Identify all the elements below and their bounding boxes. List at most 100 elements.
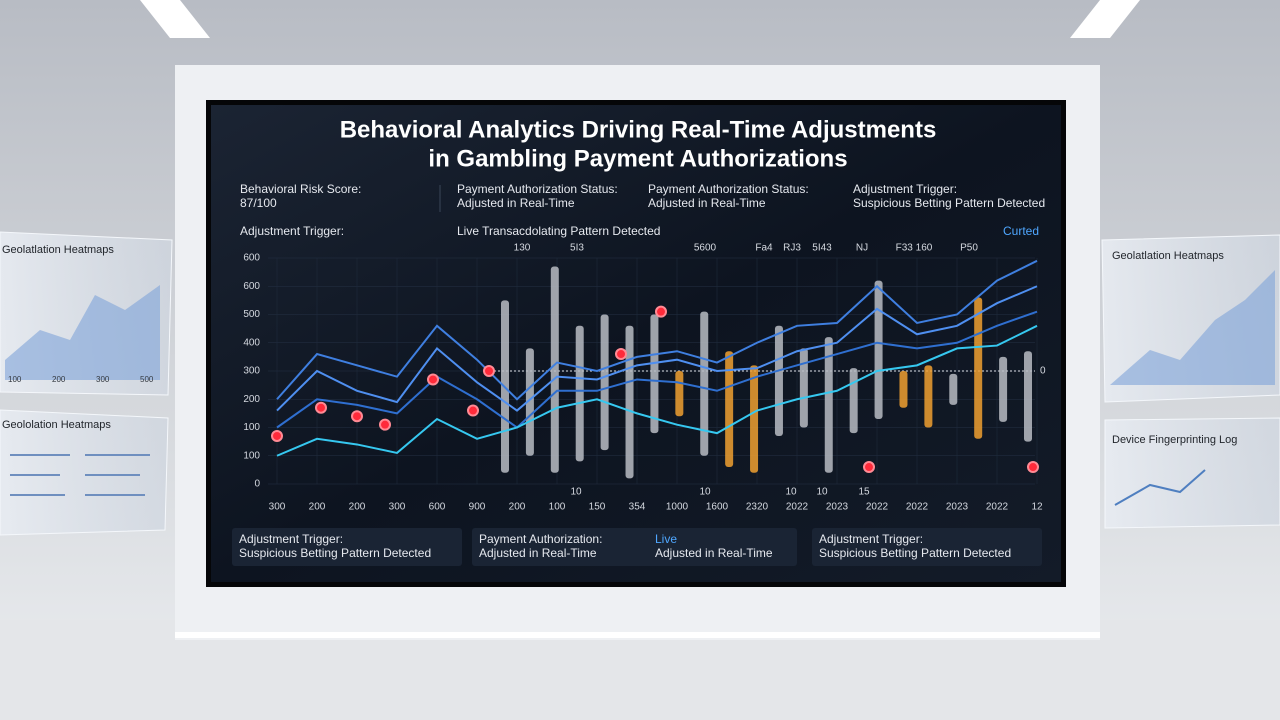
subheader: Curted [1003, 224, 1039, 238]
y-tick-label: 100 [243, 450, 260, 461]
bar [525, 348, 534, 456]
top-label: 130 [514, 243, 531, 254]
panel-tick: 100 [8, 375, 22, 384]
side-panel [1104, 417, 1280, 529]
x-sub-label: 10 [699, 487, 711, 498]
bar [974, 297, 983, 439]
card [812, 528, 1042, 566]
x-tick-label: 2023 [826, 502, 849, 513]
mini-list [10, 454, 150, 496]
line [276, 324, 1038, 457]
wall-glow [175, 632, 1100, 638]
x-sub-label: 10 [570, 487, 582, 498]
x-tick-label: 2023 [946, 502, 969, 513]
info-label: Payment Authorization Status: [648, 182, 809, 196]
cards: Adjustment Trigger:Suspicious Betting Pa… [232, 528, 1042, 566]
info-value: 87/100 [240, 196, 277, 210]
top-label: F33 160 [896, 243, 933, 254]
top-label: NJ [856, 243, 868, 254]
y-tick-label: 500 [243, 309, 260, 320]
bar [650, 314, 659, 434]
card-text: Adjusted in Real-Time [479, 546, 597, 560]
panel-tick: 200 [52, 375, 66, 384]
x-tick-label: 200 [509, 502, 526, 513]
card-text: Suspicious Betting Pattern Detected [239, 546, 431, 560]
mini-chart [1110, 270, 1275, 385]
panel-tick: 500 [140, 375, 154, 384]
bar [550, 266, 559, 473]
bar [575, 325, 584, 462]
panel-title: Geololation Heatmaps [2, 419, 111, 431]
x-tick-label: 12 [1031, 502, 1043, 513]
alert-point [467, 404, 479, 417]
alert-point [379, 418, 391, 431]
alert-point [655, 305, 667, 318]
screen [211, 105, 1061, 582]
bar [799, 348, 808, 428]
bar [725, 351, 734, 468]
bar [774, 325, 783, 436]
alert-point [483, 365, 495, 377]
top-label: 5I43 [812, 243, 832, 254]
bar [999, 356, 1008, 422]
info-value: Suspicious Betting Pattern Detected [853, 196, 1045, 210]
x-sub-label: 10 [816, 487, 828, 498]
card-text: Adjusted in Real-Time [655, 546, 773, 560]
x-tick-label: 1600 [706, 502, 729, 513]
top-label: P50 [960, 243, 978, 254]
side-panel [0, 409, 169, 536]
card-title: Adjustment Trigger: [239, 532, 343, 546]
top-label: RJ3 [783, 243, 801, 254]
ceiling-light [1070, 0, 1140, 38]
card-text: Suspicious Betting Pattern Detected [819, 546, 1011, 560]
bar [949, 373, 958, 405]
x-tick-label: 200 [349, 502, 366, 513]
bar [899, 371, 908, 408]
y-tick-label: 200 [243, 394, 260, 405]
x-tick-label: 600 [429, 502, 446, 513]
bar [824, 337, 833, 473]
bar [874, 280, 883, 420]
bar [750, 365, 759, 473]
card-title: Adjustment Trigger: [819, 532, 923, 546]
y-tick-label: 600 [243, 253, 260, 264]
x-tick-label: 200 [309, 502, 326, 513]
y-tick-label: 400 [243, 337, 260, 348]
alert-point [271, 429, 283, 442]
x-tick-label: 300 [389, 502, 406, 513]
panel-title: Geolatlation Heatmaps [1112, 250, 1224, 262]
info-label: Behavioral Risk Score: [240, 182, 361, 196]
top-label: Fa4 [755, 243, 773, 254]
subheader: Adjustment Trigger: [240, 224, 344, 238]
bar [924, 365, 933, 428]
info-label: Adjustment Trigger: [853, 182, 957, 196]
y-tick-label: 100 [243, 422, 260, 433]
y-tick-label: 0 [254, 479, 260, 490]
card-badge: Live [655, 532, 677, 546]
ceiling-light [140, 0, 210, 38]
y-tick-label: 300 [243, 366, 260, 377]
mini-chart [1114, 469, 1206, 506]
x-tick-label: 2022 [906, 502, 929, 513]
subheader: Live Transacdolating Pattern Detected [457, 224, 660, 238]
info-value: Adjusted in Real-Time [457, 196, 575, 210]
alert-point [427, 373, 439, 386]
alert-point [315, 401, 327, 414]
line [276, 259, 1038, 401]
line [276, 310, 1038, 429]
alert-point [863, 461, 875, 474]
alert-point [615, 348, 627, 361]
panel-tick: 300 [96, 375, 110, 384]
panel-ticks: 100 200 300 500 [8, 375, 154, 384]
x-tick-label: 2022 [986, 502, 1009, 513]
info-value: Adjusted in Real-Time [648, 196, 766, 210]
bar [700, 311, 709, 456]
info-label: Payment Authorization Status: [457, 182, 618, 196]
info-row: Behavioral Risk Score:87/100 Payment Auth… [240, 182, 1045, 210]
card-title: Payment Authorization: [479, 532, 602, 546]
panel-title: Geolatlation Heatmaps [2, 244, 114, 256]
x-tick-label: 1000 [666, 502, 689, 513]
bar [675, 371, 684, 417]
